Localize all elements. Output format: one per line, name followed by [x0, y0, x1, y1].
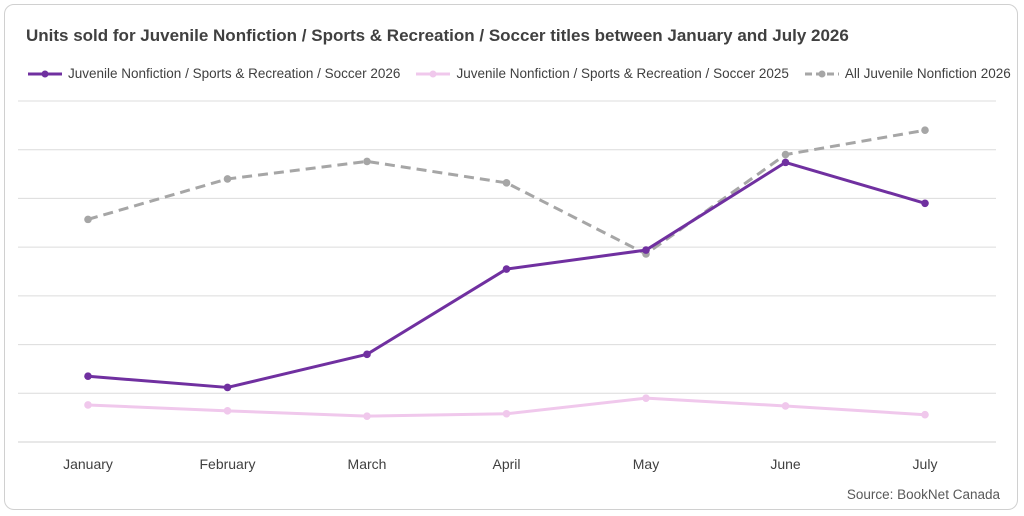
series-layer [84, 126, 929, 420]
series-line-2 [87, 128, 926, 256]
x-tick-label-march: March [348, 456, 387, 472]
data-point-series0-july [921, 199, 929, 208]
data-point-series0-april [502, 265, 511, 273]
series-line-0 [86, 160, 927, 389]
chart-card [4, 4, 1018, 510]
x-tick-label-april: April [492, 456, 520, 472]
data-point-series0-january [84, 372, 92, 381]
legend-label-all-juvenile-2026: All Juvenile Nonfiction 2026 [844, 66, 1011, 81]
data-point-series0-may [642, 246, 650, 254]
data-point-series1-june [781, 402, 790, 410]
data-point-series0-february [223, 383, 232, 392]
data-point-series1-may [642, 394, 650, 402]
data-point-series2-april [502, 179, 511, 187]
data-point-series2-march [363, 157, 371, 166]
data-point-series0-june [781, 158, 790, 167]
legend-item-soccer-2025: Juvenile Nonfiction / Sports & Recreatio… [414, 66, 789, 81]
data-point-series2-january [84, 215, 92, 224]
chart-legend: Juvenile Nonfiction / Sports & Recreatio… [26, 66, 1024, 81]
chart-title: Units sold for Juvenile Nonfiction / Spo… [26, 26, 849, 45]
data-point-series2-february [223, 175, 232, 183]
x-tick-label-july: July [913, 456, 938, 472]
legend-label-soccer-2025: Juvenile Nonfiction / Sports & Recreatio… [456, 66, 789, 81]
x-tick-label-june: June [770, 456, 801, 472]
data-point-series1-january [84, 401, 92, 409]
data-point-series1-april [502, 409, 511, 418]
legend-item-soccer-2026: Juvenile Nonfiction / Sports & Recreatio… [26, 66, 400, 81]
x-tick-label-february: February [199, 456, 255, 472]
data-point-series1-march [363, 412, 371, 420]
data-point-series2-june [781, 150, 790, 159]
data-point-series0-march [363, 350, 371, 359]
legend-item-all-juvenile-2026: All Juvenile Nonfiction 2026 [803, 66, 1011, 81]
legend-label-soccer-2026: Juvenile Nonfiction / Sports & Recreatio… [68, 66, 401, 81]
data-point-series1-july [921, 410, 929, 419]
x-tick-label-may: May [633, 456, 659, 472]
data-point-series2-july [921, 126, 929, 135]
source-note: Source: BookNet Canada [846, 487, 1000, 502]
legend-swatch-soccer-2025 [416, 70, 451, 77]
legend-swatch-soccer-2026 [28, 70, 62, 77]
data-point-series1-february [223, 407, 232, 415]
x-axis-ticks: January February March April May June July [63, 456, 937, 472]
legend-swatch-all-juvenile-2026 [804, 70, 839, 77]
x-tick-label-january: January [63, 456, 113, 472]
gridlines [18, 100, 996, 443]
